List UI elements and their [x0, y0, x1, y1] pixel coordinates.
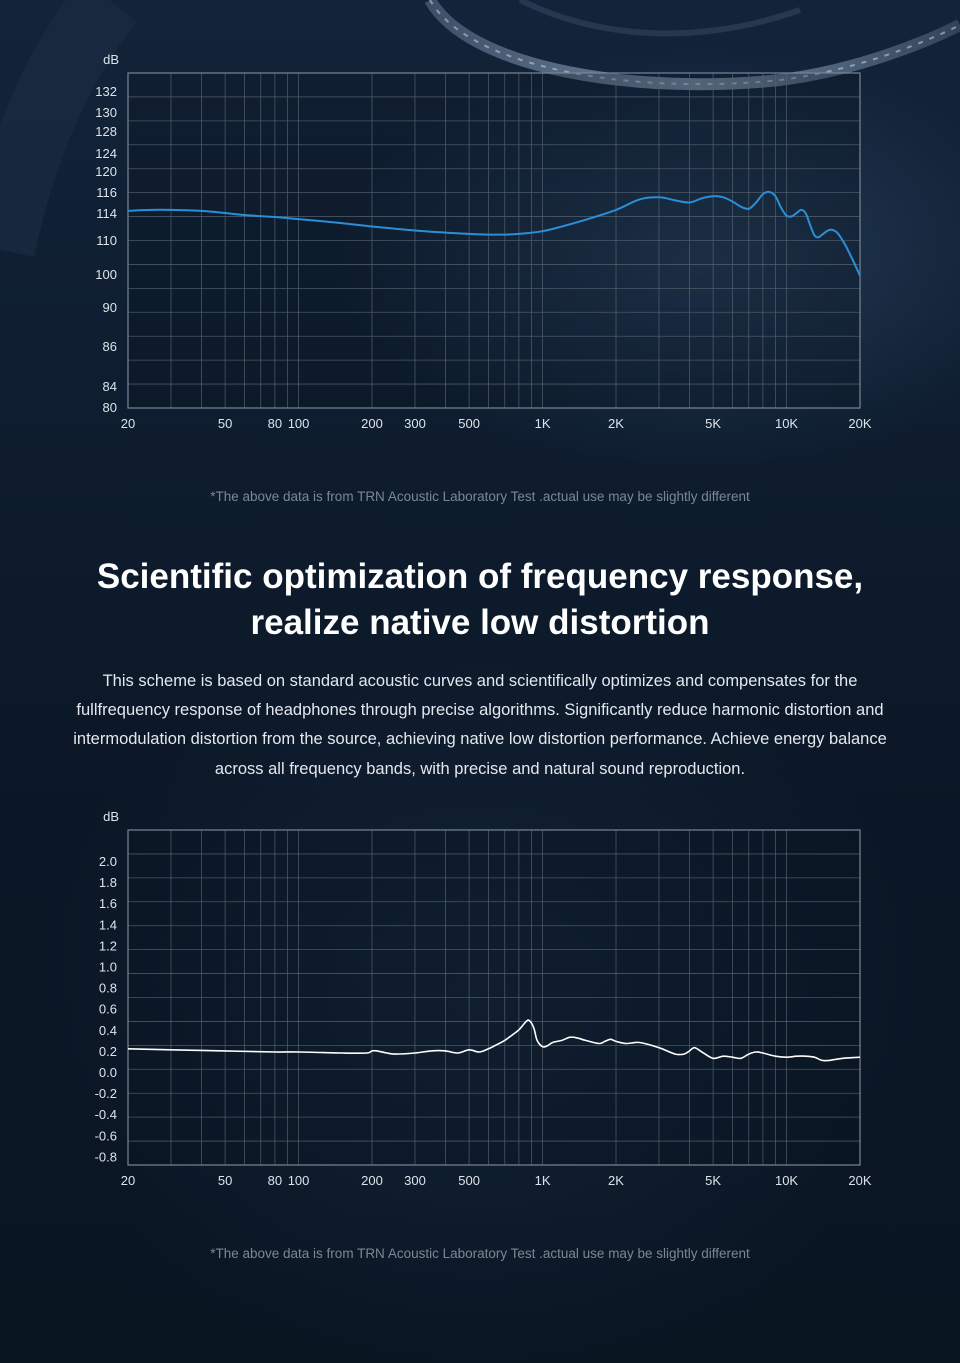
- fr-x-tick-label: 2K: [608, 416, 624, 431]
- fr-y-tick-label: 132: [95, 84, 117, 99]
- fr-x-tick-label: 20K: [848, 416, 871, 431]
- dist-x-tick-label: 500: [458, 1173, 480, 1188]
- fr-x-tick-label: 1K: [535, 416, 551, 431]
- fr-x-tick-label: 80: [268, 416, 282, 431]
- dist-x-tick-label: 2K: [608, 1173, 624, 1188]
- dist-x-tick-label: 100: [288, 1173, 310, 1188]
- fr-series-line: [127, 190, 861, 277]
- dist-x-tick-label: 80: [268, 1173, 282, 1188]
- headline-line-1: Scientific optimization of frequency res…: [96, 557, 864, 596]
- dist-y-tick-label: 0.0: [99, 1065, 117, 1080]
- section-description: This scheme is based on standard acousti…: [73, 672, 887, 778]
- fr-y-tick-label: 80: [103, 400, 117, 415]
- dist-y-tick-label: 0.6: [99, 1002, 117, 1017]
- dist-x-tick-label: 300: [404, 1173, 426, 1188]
- section-headline: Scientific optimization of frequency res…: [0, 554, 960, 646]
- fr-y-tick-label: 124: [95, 146, 117, 161]
- dist-y-tick-label: -0.6: [95, 1128, 117, 1143]
- chart2-footnote: *The above data is from TRN Acoustic Lab…: [210, 1246, 750, 1261]
- dist-x-tick-label: 200: [361, 1173, 383, 1188]
- fr-x-tick-label: 500: [458, 416, 480, 431]
- fr-y-tick-label: 120: [95, 164, 117, 179]
- fr-y-tick-label: 86: [103, 339, 117, 354]
- fr-y-axis-label: dB: [103, 52, 119, 67]
- distortion-plot: dB 2.0 1.8 1.6 1.4 1.2 1.0 0.8 0.6 0.4 0.2 0.0 -0.2 -…: [95, 809, 872, 1188]
- dist-y-axis-label: dB: [103, 809, 119, 824]
- dist-series-line: [127, 1019, 861, 1062]
- fr-y-tick-label: 110: [96, 233, 117, 248]
- frequency-response-plot: dB 132 130 128 124 120 116 114 110 100 90 86 84 80 20 5…: [95, 52, 872, 431]
- dist-y-tick-label: 2.0: [99, 854, 117, 869]
- dist-x-tick-label: 1K: [535, 1173, 551, 1188]
- fr-y-tick-label: 84: [103, 379, 117, 394]
- fr-x-tick-label: 100: [288, 416, 310, 431]
- chart1-footnote: *The above data is from TRN Acoustic Lab…: [210, 489, 750, 504]
- dist-y-tick-label: -0.8: [95, 1149, 117, 1164]
- fr-y-tick-label: 114: [96, 206, 117, 221]
- dist-y-tick-label: 1.6: [99, 896, 117, 911]
- dist-y-tick-label: 1.8: [99, 875, 117, 890]
- fr-x-tick-label: 300: [404, 416, 426, 431]
- fr-x-tick-label: 200: [361, 416, 383, 431]
- dist-y-tick-label: 1.4: [99, 917, 117, 932]
- dist-x-tick-label: 10K: [775, 1173, 798, 1188]
- dist-y-tick-label: 0.8: [99, 981, 117, 996]
- dist-x-tick-label: 50: [218, 1173, 232, 1188]
- dist-y-tick-label: 0.2: [99, 1044, 117, 1059]
- distortion-chart: dB 2.0 1.8 1.6 1.4 1.2 1.0 0.8 0.6 0.4 0.2 0.0 -0.2 -…: [0, 797, 960, 1197]
- fr-x-tick-label: 20: [121, 416, 135, 431]
- dist-y-tick-label: -0.2: [95, 1086, 117, 1101]
- fr-x-tick-label: 5K: [705, 416, 721, 431]
- fr-x-tick-label: 10K: [775, 416, 798, 431]
- dist-y-tick-label: 0.4: [99, 1023, 117, 1038]
- fr-y-tick-label: 90: [103, 300, 117, 315]
- fr-plot-frame: [127, 72, 861, 409]
- dist-x-tick-label: 20: [121, 1173, 135, 1188]
- headline-line-2: realize native low distortion: [250, 603, 710, 642]
- fr-y-tick-label: 130: [95, 105, 117, 120]
- dist-y-tick-label: -0.4: [95, 1107, 117, 1122]
- fr-y-tick-label: 128: [95, 124, 117, 139]
- dist-x-tick-label: 20K: [848, 1173, 871, 1188]
- dist-plot-frame: [127, 829, 861, 1166]
- frequency-response-chart: dB 132 130 128 124 120 116 114 110 100 90 86 84 80 20 5…: [0, 40, 960, 440]
- fr-y-tick-label: 100: [95, 267, 117, 282]
- fr-x-tick-label: 50: [218, 416, 232, 431]
- dist-x-tick-label: 5K: [705, 1173, 721, 1188]
- dist-y-tick-label: 1.0: [99, 960, 117, 975]
- dist-y-tick-label: 1.2: [99, 938, 117, 953]
- fr-y-tick-label: 116: [96, 185, 117, 200]
